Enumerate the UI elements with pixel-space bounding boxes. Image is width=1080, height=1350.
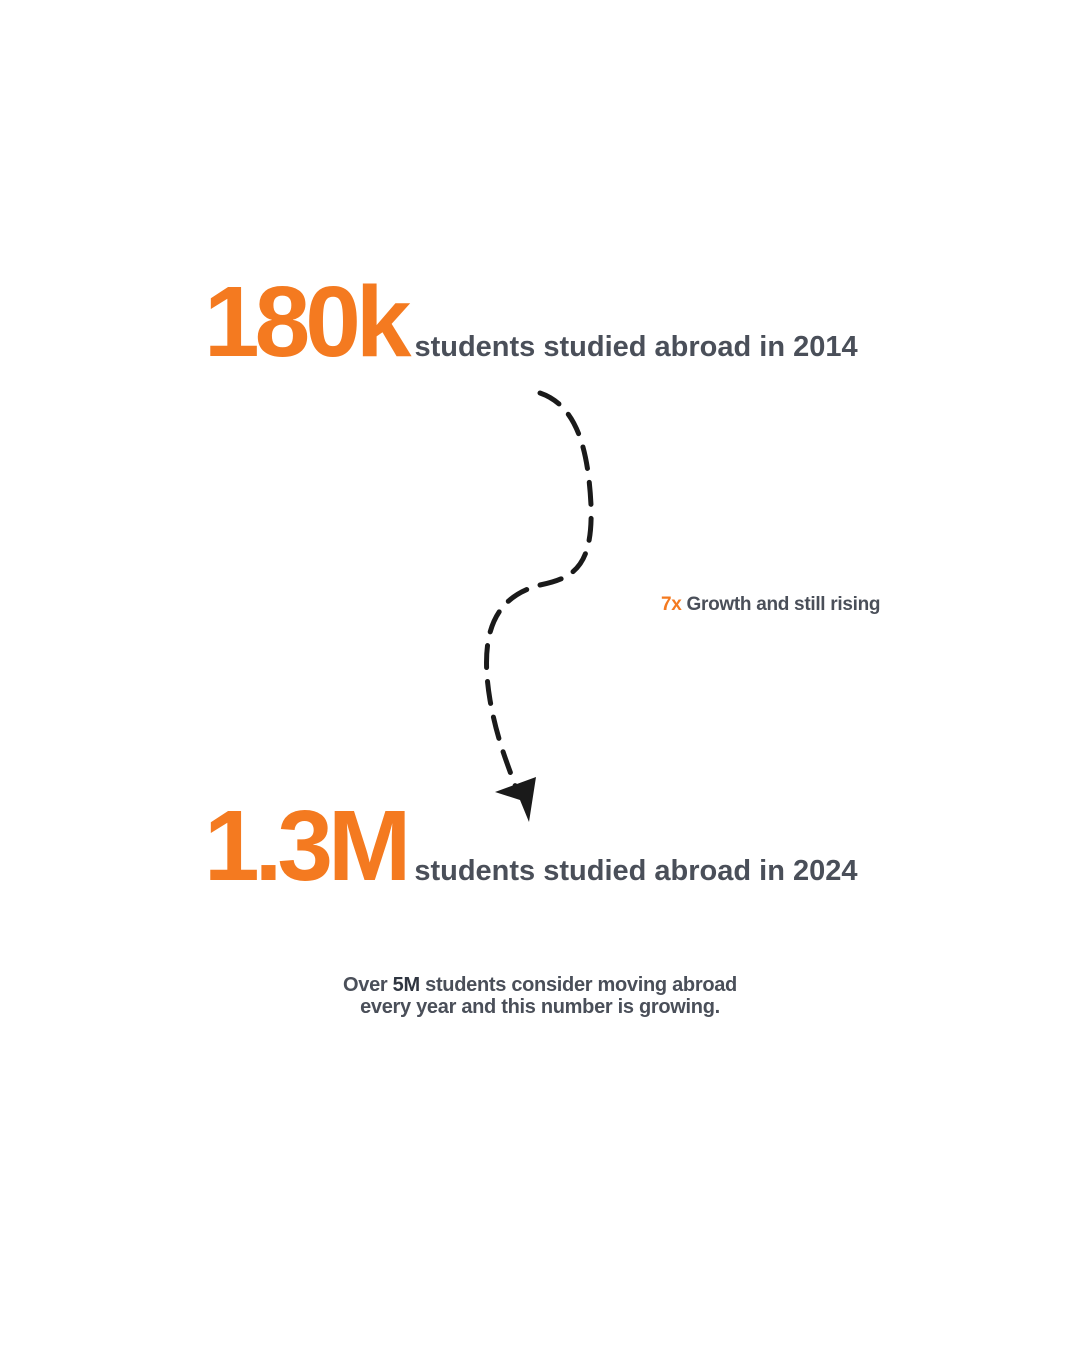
footer-note: Over 5M students consider moving abroad … xyxy=(0,974,1080,1018)
arrow-path xyxy=(484,390,594,791)
stat-2024-value: 1.3M xyxy=(204,790,411,902)
growth-note: 7x Growth and still rising xyxy=(661,594,881,616)
stat-2024-caption: students studied abroad in 2024 xyxy=(414,855,858,887)
footer-highlight: 5M xyxy=(392,974,420,996)
stat-2014-value: 180k xyxy=(204,266,411,378)
growth-text: Growth and still rising xyxy=(686,594,881,615)
footer-prefix: Over xyxy=(343,974,393,996)
footer-line-1-rest: students consider moving abroad xyxy=(419,974,737,996)
stat-2014-caption: students studied abroad in 2014 xyxy=(414,331,858,363)
footer-line-1: Over 5M students consider moving abroad xyxy=(0,974,1080,996)
footer-line-2: every year and this number is growing. xyxy=(360,996,720,1018)
stat-2024: 1.3M students studied abroad in 2024 xyxy=(204,796,857,896)
stat-2014: 180k students studied abroad in 2014 xyxy=(204,272,858,372)
growth-multiplier: 7x xyxy=(661,594,682,615)
